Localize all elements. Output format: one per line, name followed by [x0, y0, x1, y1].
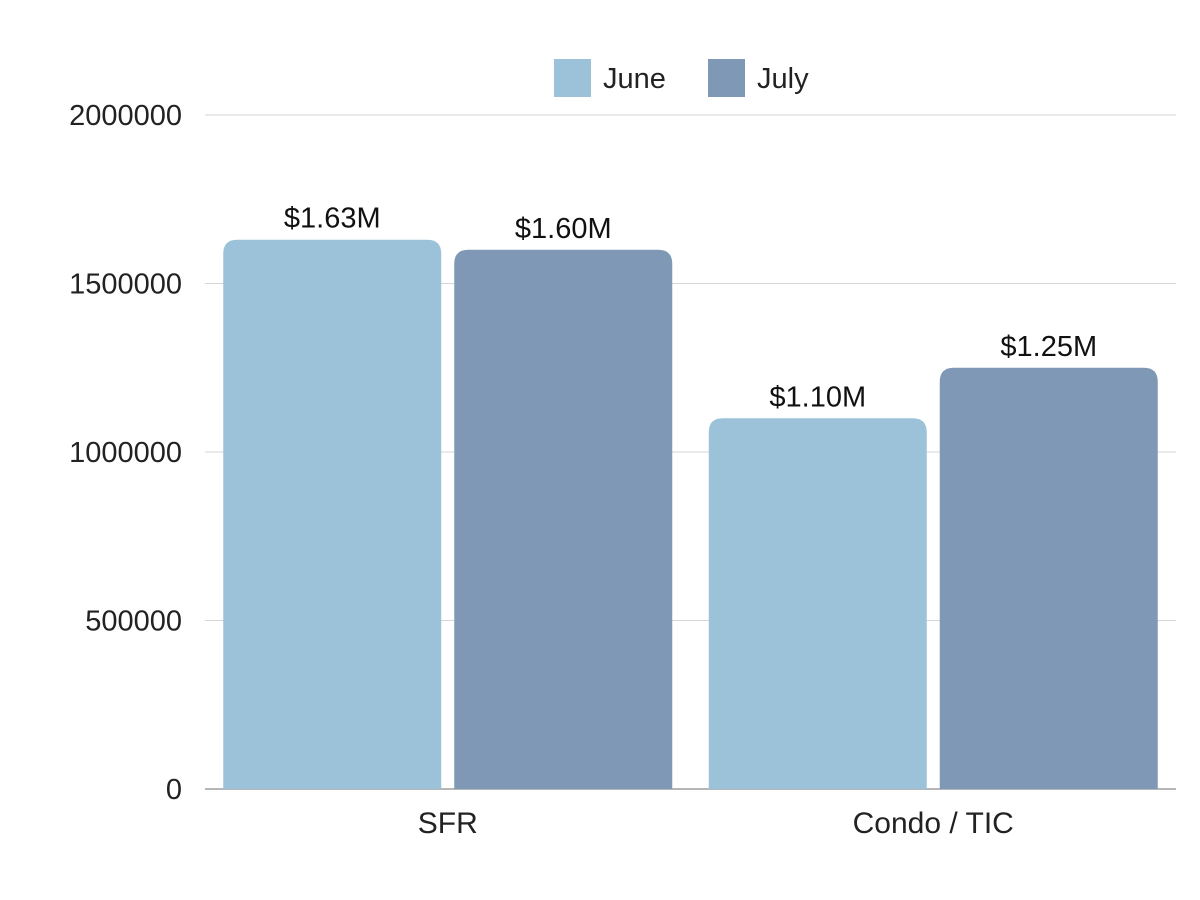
x-axis: SFR Condo / TIC [418, 807, 1014, 840]
y-tick-label: 1500000 [69, 269, 182, 301]
y-tick-label: 1000000 [69, 437, 182, 469]
bars [223, 239, 1158, 790]
bar [708, 418, 927, 789]
data-labels: $1.63M $1.60M $1.10M $1.25M [284, 203, 1097, 414]
legend-label: June [603, 63, 666, 95]
bar [454, 249, 673, 790]
y-tick-label: 500000 [85, 606, 182, 638]
data-label: $1.10M [769, 381, 866, 413]
data-label: $1.60M [515, 213, 612, 245]
bar [223, 239, 442, 789]
data-label: $1.25M [1000, 331, 1097, 363]
data-label: $1.63M [284, 203, 381, 235]
y-tick-label: 2000000 [69, 100, 182, 132]
legend: June July [554, 59, 809, 97]
y-axis: 0 500000 1000000 1500000 2000000 [69, 100, 1176, 806]
legend-swatch [708, 59, 745, 97]
legend-label: July [757, 63, 809, 95]
y-tick-label: 0 [166, 774, 182, 806]
legend-swatch [554, 59, 591, 97]
bar [939, 367, 1158, 789]
x-category-label: SFR [418, 807, 478, 840]
x-category-label: Condo / TIC [853, 807, 1014, 840]
